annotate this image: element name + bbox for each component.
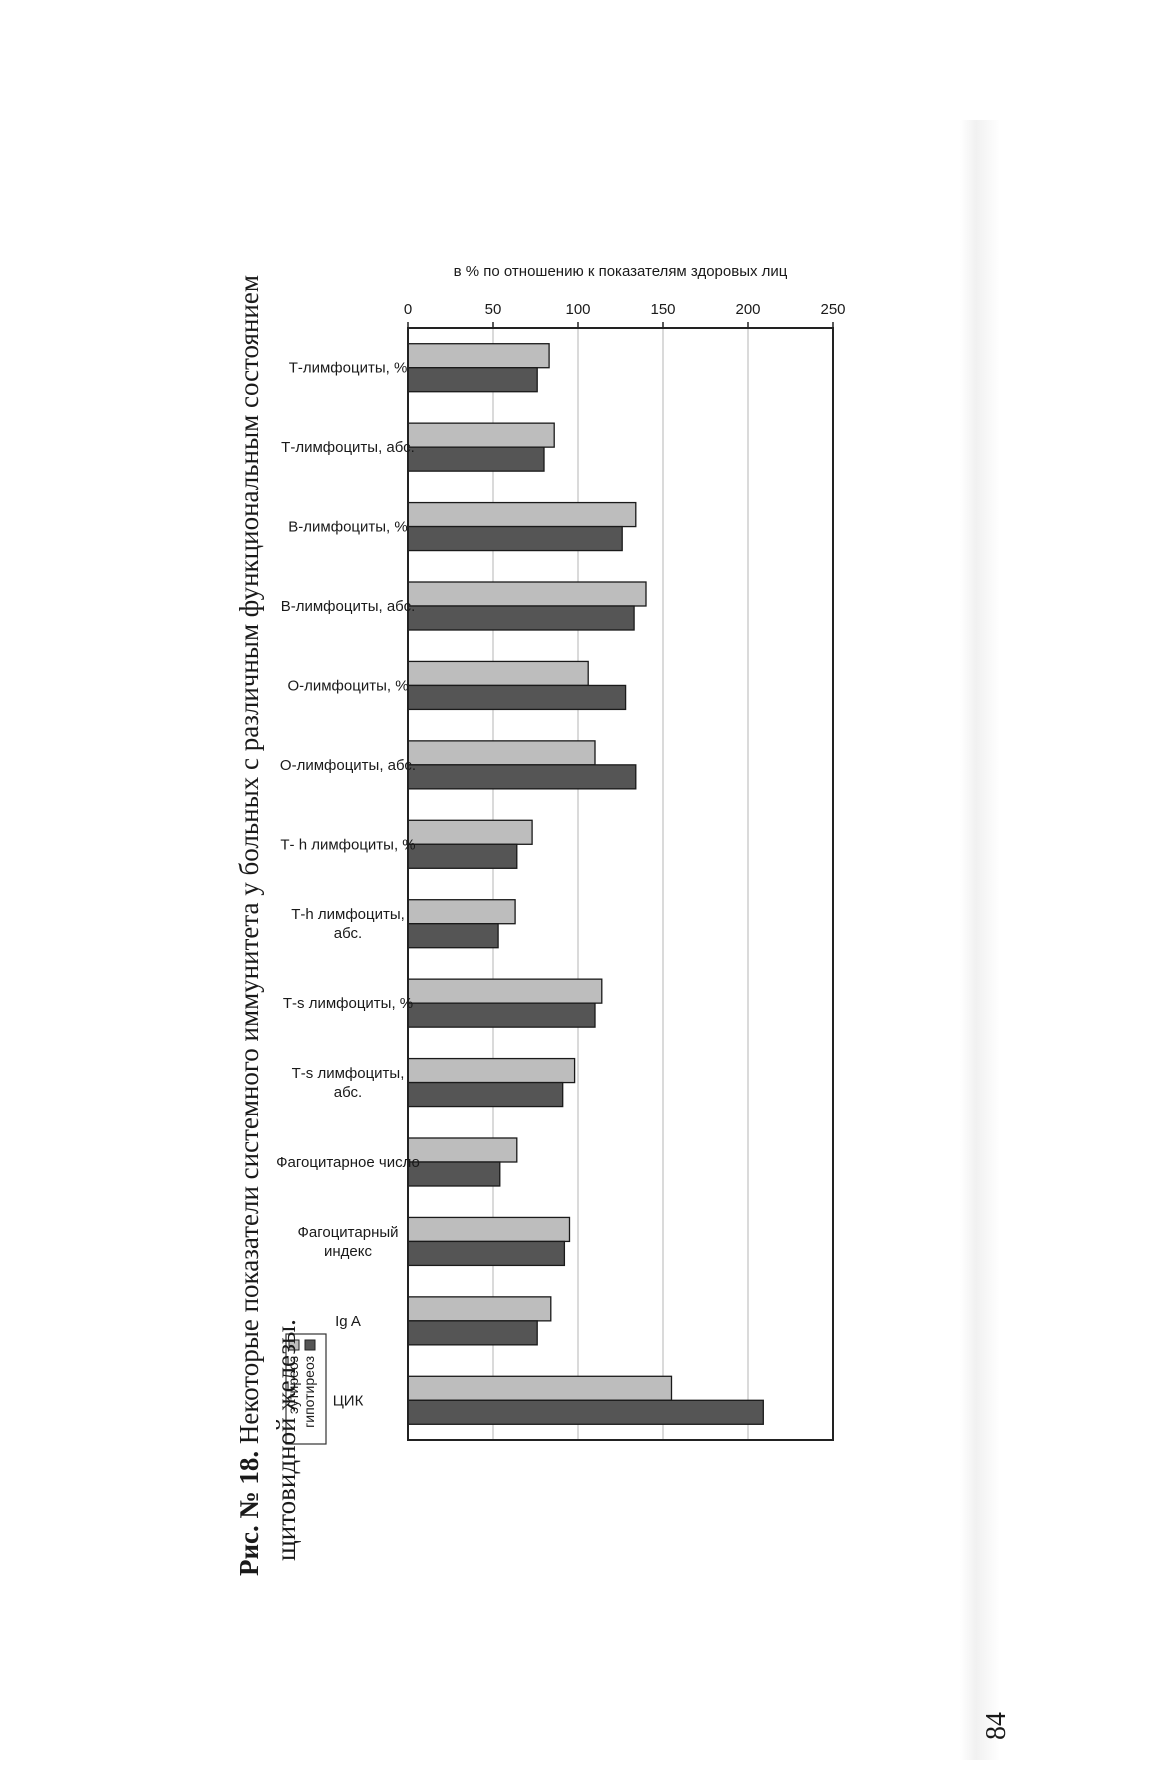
bar — [407, 1240, 566, 1267]
bar — [407, 1296, 552, 1322]
bars — [407, 343, 764, 1425]
bar — [407, 1137, 518, 1163]
figure-number: Рис. № 18. — [234, 1451, 264, 1576]
bar — [407, 923, 499, 949]
tick-label: 200 — [735, 301, 760, 318]
category-label-line: Фагоцитарный — [297, 1224, 398, 1241]
bar — [407, 843, 518, 869]
category-labels: Т-лимфоциты, % Т-лимфоциты, абс. В-лимфоци… — [276, 360, 420, 1410]
category-label: ЦИК — [333, 1392, 364, 1409]
category-label-line: абс. — [334, 1084, 362, 1101]
bar — [407, 525, 623, 552]
bar — [407, 605, 635, 631]
tick-label: 150 — [650, 301, 675, 318]
tick-label: 50 — [485, 301, 502, 318]
category-label: Т-h лимфоциты, абс. — [291, 906, 405, 942]
category-label: Фагоцитарный индекс — [297, 1224, 398, 1260]
category-label: Т- h лимфоциты, % — [280, 836, 415, 853]
bar — [407, 1375, 673, 1401]
category-label-line: Фагоцитарное число — [276, 1154, 420, 1171]
legend-swatch-gipotireoz — [304, 1339, 316, 1351]
legend: эутиреоз гипотиреоз — [285, 1333, 327, 1445]
bar — [407, 343, 550, 369]
bar — [407, 1399, 764, 1425]
category-label-line: Т-h лимфоциты, — [291, 906, 405, 923]
bar — [407, 422, 555, 448]
bar — [407, 978, 603, 1004]
category-label-line: Т-лимфоциты, абс. — [281, 439, 415, 456]
legend-label-gipotireoz: гипотиреоз — [301, 1356, 317, 1428]
bar — [407, 1057, 576, 1084]
tick-label: 250 — [820, 301, 845, 318]
category-label-line: Ig A — [335, 1313, 361, 1330]
category-label: Т-s лимфоциты, % — [283, 995, 413, 1012]
category-label: Т-s лимфоциты, абс. — [292, 1065, 405, 1101]
bar — [407, 1161, 501, 1187]
legend-box — [285, 1333, 327, 1445]
category-label: Ig A — [335, 1313, 361, 1330]
figure-caption-line-1: Рис. № 18. Некоторые показатели системно… — [234, 275, 264, 1576]
bar — [407, 1081, 564, 1108]
bar — [407, 501, 637, 528]
axis-ticks: 0 50 100 150 200 250 — [404, 301, 846, 328]
grid-lines — [492, 328, 749, 1440]
figure-caption-text: Некоторые показатели системного иммуните… — [234, 275, 264, 1444]
bar — [407, 1002, 596, 1028]
axis-title: в % по отношению к показателям здоровых … — [454, 263, 788, 280]
category-label: В-лимфоциты, % — [288, 519, 407, 536]
bar — [407, 819, 533, 845]
category-label-line: Т-s лимфоциты, % — [283, 995, 413, 1012]
bar — [407, 446, 545, 472]
legend-swatch-eutireoz — [288, 1339, 300, 1351]
category-label: Фагоцитарное число — [276, 1154, 420, 1171]
legend-label-eutireoz: эутиреоз — [285, 1356, 301, 1414]
category-label: О-лимфоциты, абс. — [280, 757, 416, 774]
figure-caption-line-2: щитовидной железы. — [271, 1319, 301, 1561]
bar — [407, 367, 538, 393]
category-label-line: Т-s лимфоциты, — [292, 1065, 405, 1082]
bar — [407, 764, 637, 790]
category-label: О-лимфоциты, % — [287, 677, 408, 694]
category-label-line: О-лимфоциты, % — [287, 677, 408, 694]
bar — [407, 684, 627, 711]
page-number: 84 — [981, 1712, 1012, 1740]
category-label-line: Т- h лимфоциты, % — [280, 836, 415, 853]
category-label-line: ЦИК — [333, 1392, 364, 1409]
page-gutter-shadow — [960, 120, 1000, 1760]
plot-frame — [407, 327, 834, 1441]
bar — [407, 1216, 571, 1243]
category-label: Т-лимфоциты, абс. — [281, 439, 415, 456]
category-label-line: О-лимфоциты, абс. — [280, 757, 416, 774]
category-label: В-лимфоциты, абс. — [281, 598, 416, 615]
category-label-line: абс. — [334, 925, 362, 942]
bar — [407, 1320, 538, 1346]
category-label-line: В-лимфоциты, абс. — [281, 598, 416, 615]
bar — [407, 581, 647, 607]
tick-label: 100 — [565, 301, 590, 318]
category-label-line: индекс — [324, 1243, 372, 1260]
category-label: Т-лимфоциты, % — [289, 360, 408, 377]
bar — [407, 740, 596, 766]
bar — [407, 899, 516, 925]
category-label-line: Т-лимфоциты, % — [289, 360, 408, 377]
category-label-line: В-лимфоциты, % — [288, 519, 407, 536]
tick-label: 0 — [404, 301, 412, 318]
bar — [407, 660, 589, 687]
